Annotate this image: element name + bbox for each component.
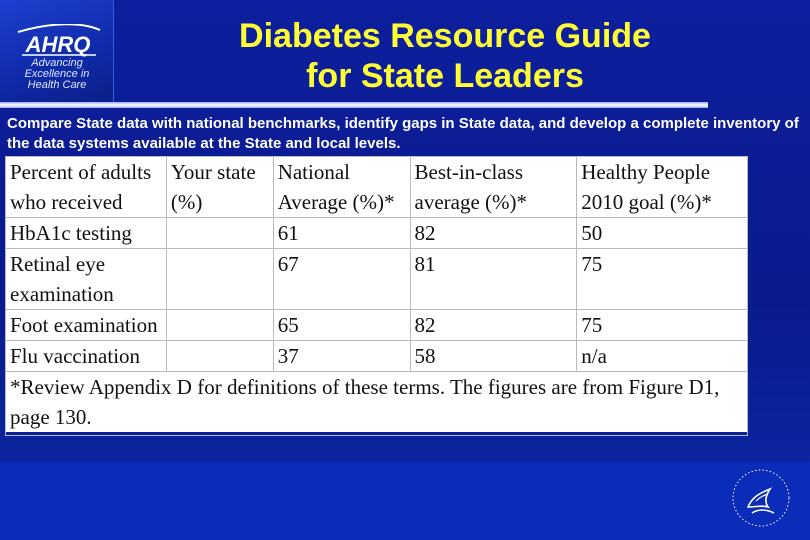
table-cell: 67: [272, 248, 411, 310]
ahrq-logo-icon: AHRQ: [17, 24, 101, 57]
table-row: Retinal eye examination 67 81 75: [5, 248, 748, 310]
table-cell: 81: [409, 248, 578, 310]
table-cell: 50: [576, 217, 748, 249]
table-cell: [165, 248, 274, 310]
svg-text:AHRQ: AHRQ: [25, 32, 91, 57]
table-header-cell: National Average (%)*: [272, 156, 411, 218]
table-cell: 58: [409, 340, 578, 372]
table-cell: 65: [272, 309, 411, 341]
table-header-row: Percent of adults who received Your stat…: [5, 156, 748, 218]
table-header-cell: Best-in-class average (%)*: [409, 156, 578, 218]
slide-title-line2: for State Leaders: [306, 57, 584, 95]
table-cell: 75: [576, 309, 748, 341]
logo-tagline: Advancing Excellence in Health Care: [4, 58, 110, 91]
table-cell: HbA1c testing: [5, 217, 167, 249]
table-cell: 75: [576, 248, 748, 310]
slide-subtitle: Compare State data with national benchma…: [7, 115, 799, 152]
table-row: HbA1c testing 61 82 50: [5, 217, 748, 249]
title-divider: [0, 102, 708, 108]
slide-title: Diabetes Resource Guide for State Leader…: [180, 16, 710, 96]
benchmark-table-grid: Percent of adults who received Your stat…: [5, 156, 748, 436]
table-cell: [165, 340, 274, 372]
table-cell: Retinal eye examination: [5, 248, 167, 310]
table-cell: 82: [409, 309, 578, 341]
benchmark-table: Percent of adults who received Your stat…: [5, 156, 748, 436]
table-footnote: *Review Appendix D for definitions of th…: [5, 371, 748, 436]
table-row: Foot examination 65 82 75: [5, 309, 748, 341]
table-cell: 82: [409, 217, 578, 249]
logo-tagline-line1: Advancing: [31, 57, 83, 69]
logo-tagline-line3: Health Care: [27, 79, 87, 91]
hhs-eagle-icon: [732, 469, 790, 527]
table-row: Flu vaccination 37 58 n/a: [5, 340, 748, 372]
footer-band: [0, 462, 810, 540]
table-cell: Flu vaccination: [5, 340, 167, 372]
table-footnote-row: *Review Appendix D for definitions of th…: [5, 371, 748, 436]
table-cell: [165, 309, 274, 341]
logo-tagline-line2: Excellence in: [24, 68, 90, 80]
table-cell: Foot examination: [5, 309, 167, 341]
table-header-cell: Percent of adults who received: [5, 156, 167, 218]
table-cell: 37: [272, 340, 411, 372]
table-cell: n/a: [576, 340, 748, 372]
slide-title-line1: Diabetes Resource Guide: [239, 17, 651, 55]
table-cell: 61: [272, 217, 411, 249]
ahrq-logo: AHRQ Advancing Excellence in Health Care: [0, 0, 114, 103]
table-cell: [165, 217, 274, 249]
table-header-cell: Your state (%): [165, 156, 274, 218]
table-header-cell: Healthy People 2010 goal (%)*: [576, 156, 748, 218]
